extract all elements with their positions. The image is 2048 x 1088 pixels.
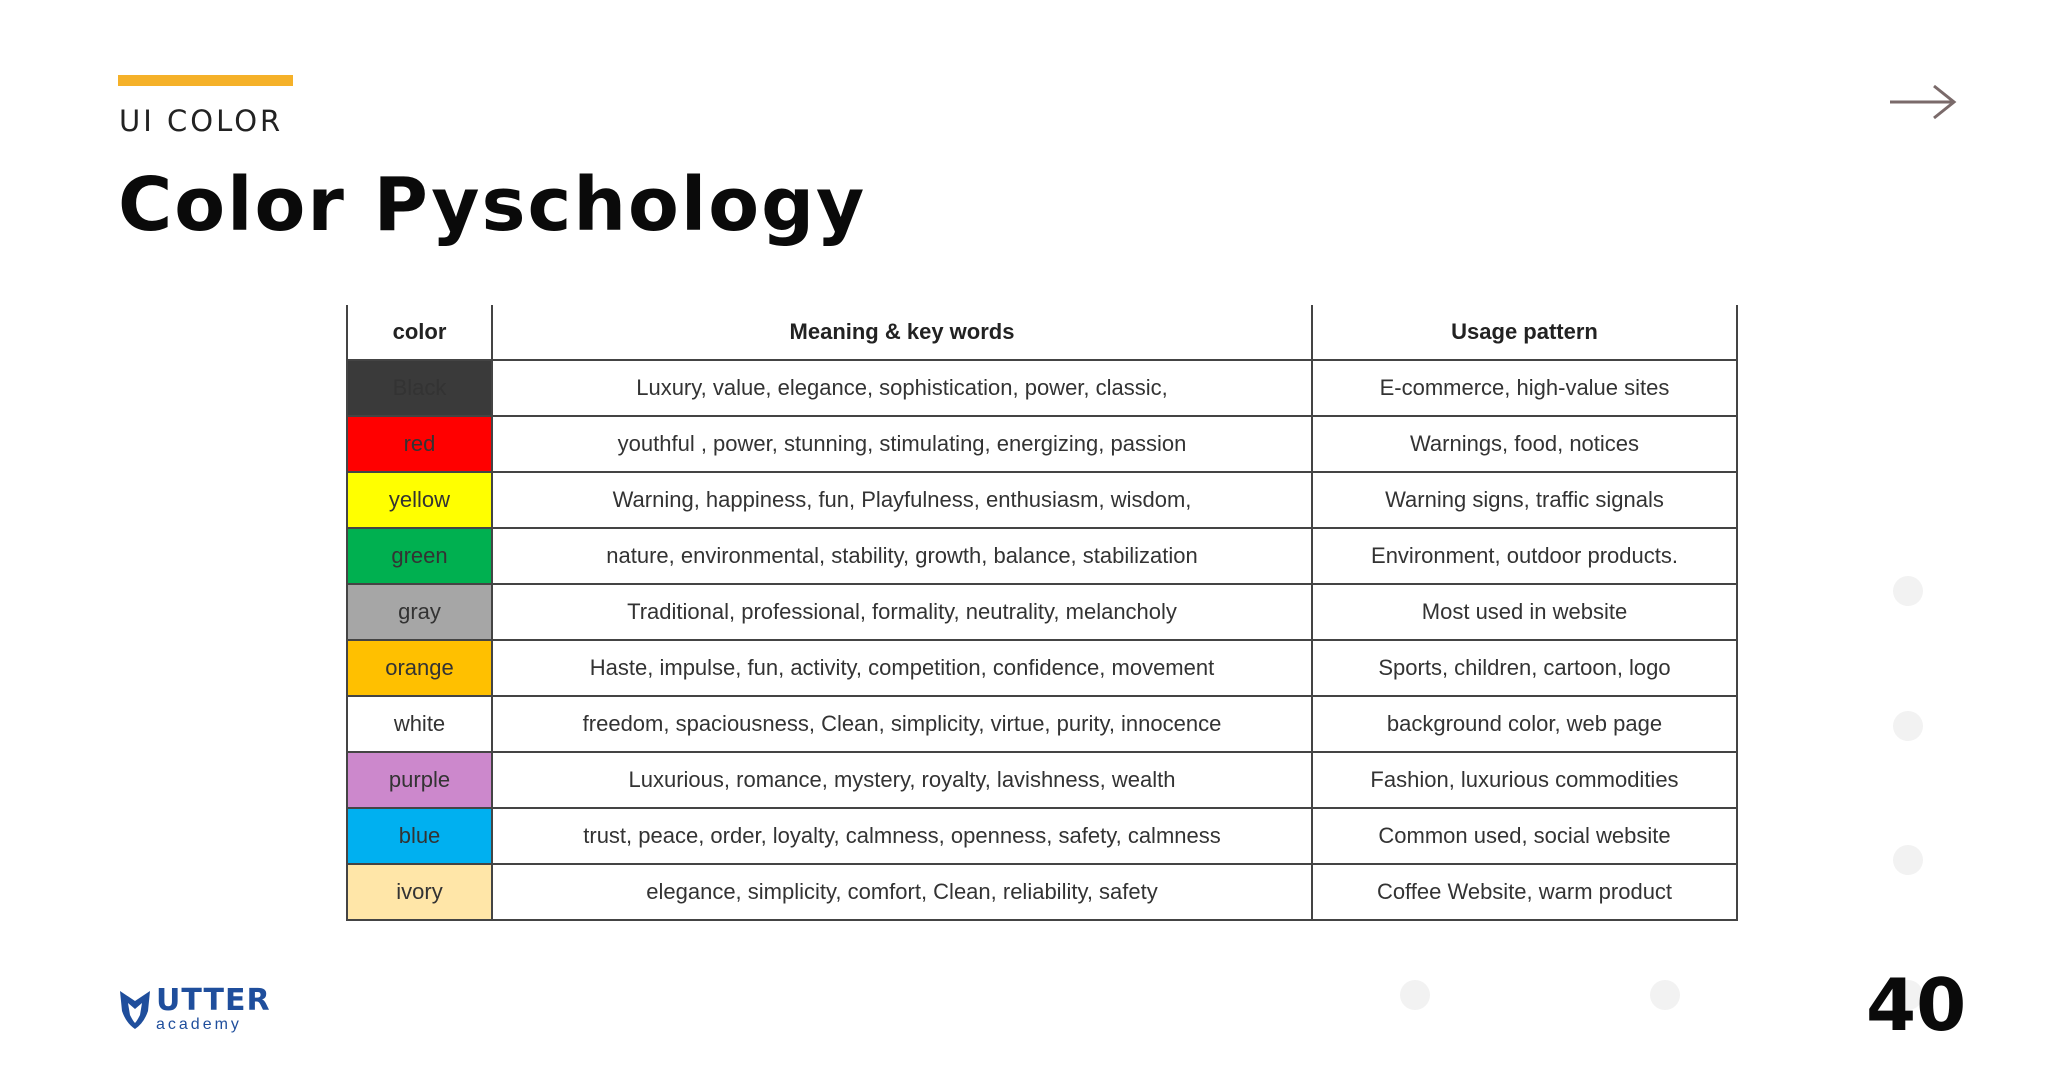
- table-row: red youthful , power, stunning, stimulati…: [346, 415, 1738, 473]
- header-color: color: [346, 305, 493, 361]
- table-row: purple Luxurious, romance, mystery, royal…: [346, 751, 1738, 809]
- table-row: Black Luxury, value, elegance, sophistica…: [346, 359, 1738, 417]
- header-usage: Usage pattern: [1311, 305, 1738, 361]
- cell-meaning: nature, environmental, stability, growth…: [491, 527, 1313, 585]
- cell-color: yellow: [346, 471, 493, 529]
- cell-color: white: [346, 695, 493, 753]
- cell-usage: Common used, social website: [1311, 807, 1738, 865]
- header-meaning: Meaning & key words: [491, 305, 1313, 361]
- cell-meaning: youthful , power, stunning, stimulating,…: [491, 415, 1313, 473]
- brand-name: UTTER: [156, 982, 271, 1018]
- color-psychology-table: color Meaning & key words Usage pattern …: [346, 305, 1738, 921]
- cell-color: ivory: [346, 863, 493, 921]
- cell-usage: Coffee Website, warm product: [1311, 863, 1738, 921]
- table-row: green nature, environmental, stability, g…: [346, 527, 1738, 585]
- utter-academy-logo: UTTER academy: [118, 984, 271, 1034]
- cell-color: green: [346, 527, 493, 585]
- cell-meaning: freedom, spaciousness, Clean, simplicity…: [491, 695, 1313, 753]
- table-row: yellow Warning, happiness, fun, Playfulne…: [346, 471, 1738, 529]
- table-row: white freedom, spaciousness, Clean, simpl…: [346, 695, 1738, 753]
- cell-color: red: [346, 415, 493, 473]
- brand-sub: academy: [156, 1015, 242, 1033]
- cell-usage: Sports, children, cartoon, logo: [1311, 639, 1738, 697]
- cell-meaning: Haste, impulse, fun, activity, competiti…: [491, 639, 1313, 697]
- table-row: gray Traditional, professional, formality…: [346, 583, 1738, 641]
- shield-logo-icon: [120, 991, 150, 1029]
- cell-usage: Fashion, luxurious commodities: [1311, 751, 1738, 809]
- cell-color: blue: [346, 807, 493, 865]
- table-row: orange Haste, impulse, fun, activity, com…: [346, 639, 1738, 697]
- cell-usage: background color, web page: [1311, 695, 1738, 753]
- accent-bar: [118, 75, 293, 86]
- cell-meaning: Luxurious, romance, mystery, royalty, la…: [491, 751, 1313, 809]
- cell-meaning: elegance, simplicity, comfort, Clean, re…: [491, 863, 1313, 921]
- cell-color: Black: [346, 359, 493, 417]
- section-eyebrow: UI COLOR: [119, 104, 284, 138]
- arrow-right-icon[interactable]: [1888, 82, 1958, 122]
- table-header-row: color Meaning & key words Usage pattern: [346, 305, 1738, 361]
- cell-meaning: Luxury, value, elegance, sophistication,…: [491, 359, 1313, 417]
- cell-usage: E-commerce, high-value sites: [1311, 359, 1738, 417]
- table-row: blue trust, peace, order, loyalty, calmne…: [346, 807, 1738, 865]
- cell-color: gray: [346, 583, 493, 641]
- cell-usage: Warning signs, traffic signals: [1311, 471, 1738, 529]
- cell-meaning: trust, peace, order, loyalty, calmness, …: [491, 807, 1313, 865]
- page-title: Color Pyschology: [118, 162, 867, 248]
- table-row: ivory elegance, simplicity, comfort, Clea…: [346, 863, 1738, 921]
- cell-color: orange: [346, 639, 493, 697]
- cell-usage: Warnings, food, notices: [1311, 415, 1738, 473]
- cell-meaning: Warning, happiness, fun, Playfulness, en…: [491, 471, 1313, 529]
- cell-meaning: Traditional, professional, formality, ne…: [491, 583, 1313, 641]
- cell-usage: Most used in website: [1311, 583, 1738, 641]
- page-number: 40: [1866, 963, 1967, 1047]
- cell-color: purple: [346, 751, 493, 809]
- cell-usage: Environment, outdoor products.: [1311, 527, 1738, 585]
